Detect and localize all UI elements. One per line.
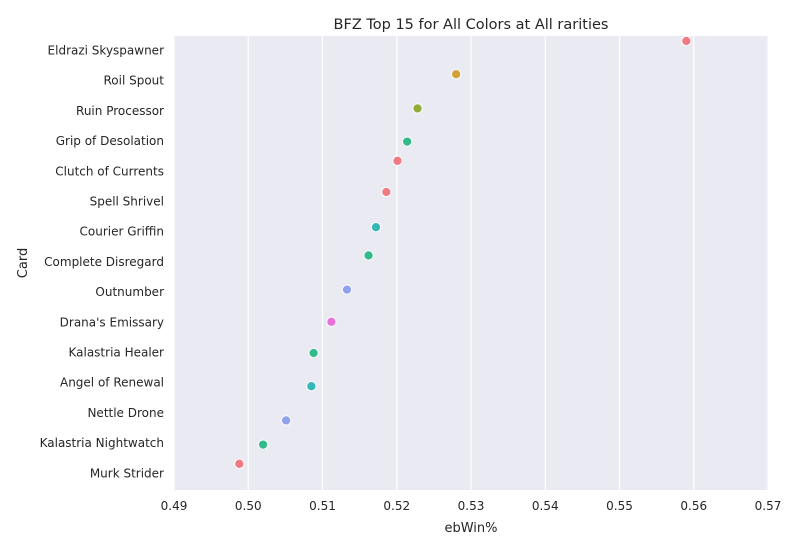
x-tick-label: 0.50 [235,499,262,513]
y-tick-label: Ruin Processor [76,104,164,118]
data-point [370,222,382,233]
y-tick-label: Courier Griffin [80,225,165,239]
data-point [258,439,269,450]
x-tick-labels: 0.49 0.50 0.51 0.52 0.53 0.54 0.55 0.56 0.57 [161,499,782,513]
data-point [402,136,413,147]
x-tick-label: 0.56 [680,499,707,513]
x-tick-label: 0.51 [309,499,336,513]
data-point [392,155,403,166]
data-point [363,250,374,261]
y-tick-label: Nettle Drone [87,406,164,420]
chart-title: BFZ Top 15 for All Colors at All raritie… [334,17,609,33]
data-point [326,316,337,327]
y-tick-label: Eldrazi Skyspawner [48,44,165,58]
x-axis-label: ebWin% [444,521,497,536]
data-point [308,347,319,359]
x-tick-label: 0.52 [383,499,410,513]
y-tick-label: Drana's Emissary [60,315,164,329]
x-tick-label: 0.55 [606,499,633,513]
y-tick-label: Grip of Desolation [56,134,164,148]
y-axis-label: Card [16,248,31,278]
y-tick-label: Spell Shrivel [90,195,164,209]
y-tick-label: Angel of Renewal [60,376,164,390]
y-tick-label: Murk Strider [90,466,164,480]
y-tick-labels: Eldrazi Skyspawner Roil Spout Ruin Process… [40,44,165,481]
data-points [234,35,692,469]
x-tick-label: 0.57 [755,499,782,513]
data-point [281,415,292,426]
y-tick-label: Roil Spout [103,74,164,88]
y-tick-label: Outnumber [95,285,164,299]
data-point [381,186,392,198]
data-point [341,284,353,295]
data-point [451,69,462,80]
x-tick-label: 0.53 [458,499,485,513]
grid-lines [173,36,769,490]
x-tick-label: 0.49 [161,499,188,513]
y-tick-label: Complete Disregard [44,255,164,269]
y-tick-label: Clutch of Currents [55,164,164,178]
y-tick-label: Kalastria Healer [68,346,164,360]
data-point [412,103,423,114]
data-point [306,381,317,392]
y-tick-label: Kalastria Nightwatch [40,436,164,450]
data-point [234,458,245,469]
x-tick-label: 0.54 [532,499,559,513]
data-point [681,35,692,47]
